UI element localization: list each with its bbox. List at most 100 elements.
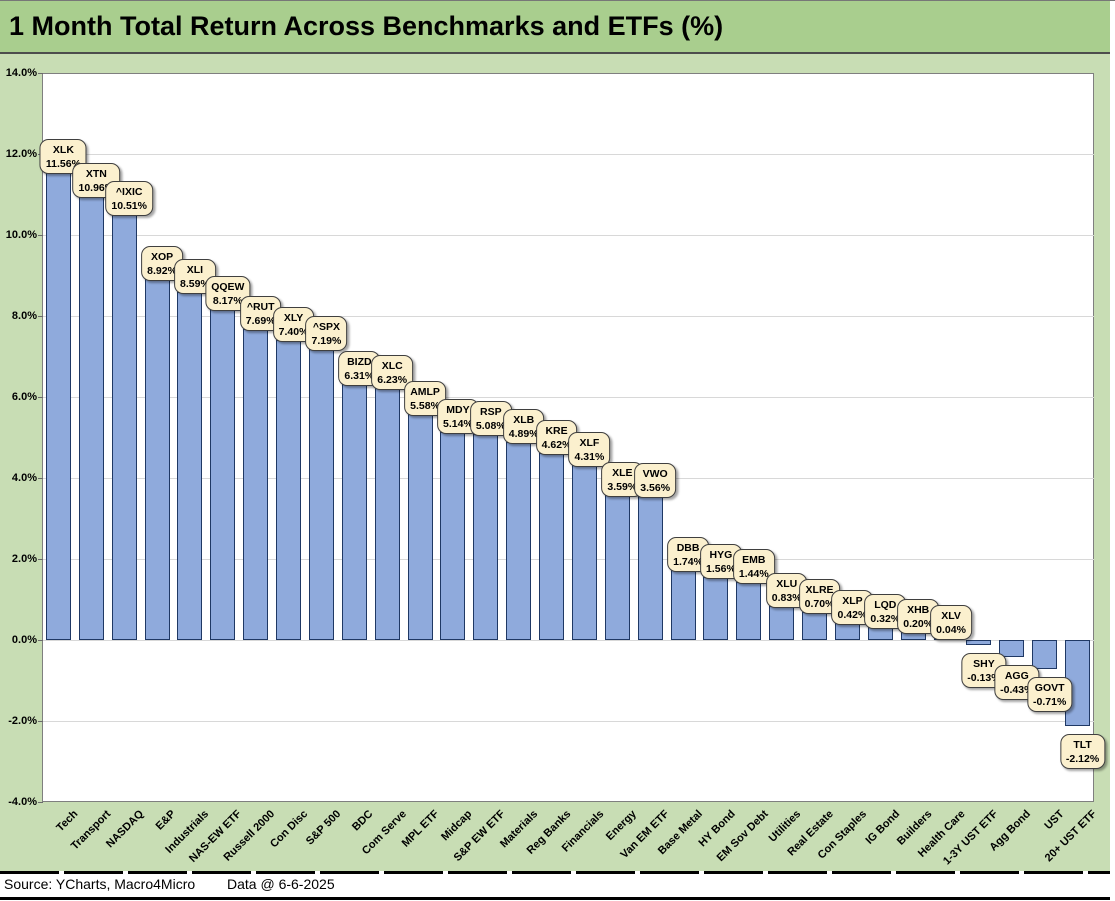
bar	[374, 387, 400, 640]
callout-value: 4.89%	[508, 427, 539, 440]
callout-value: 10.51%	[111, 200, 147, 213]
callout-ticker: DBB	[676, 541, 700, 554]
callout-ticker: XLY	[283, 312, 304, 325]
y-axis-tick	[38, 558, 43, 560]
callout-value: 0.83%	[771, 592, 802, 605]
bar	[539, 452, 565, 640]
callout-ticker: XHB	[907, 603, 930, 616]
callout-value: -0.13%	[967, 672, 1001, 685]
callout-value: 4.31%	[574, 451, 605, 464]
callout-value: 0.32%	[870, 613, 901, 626]
y-axis-label: 4.0%	[11, 472, 37, 484]
bar	[637, 495, 663, 640]
y-axis-label: 8.0%	[11, 310, 37, 322]
callout-ticker: XTN	[85, 168, 107, 181]
bar	[341, 384, 367, 640]
y-axis-label: 12.0%	[5, 148, 37, 160]
callout-ticker: XLV	[941, 610, 961, 623]
callout-ticker: AMLP	[410, 386, 440, 398]
callout-ticker: EMB	[742, 553, 766, 566]
callout-ticker: TLT	[1073, 738, 1092, 751]
bar	[736, 581, 762, 640]
callout-value: 0.70%	[804, 597, 835, 610]
gridline	[42, 153, 1094, 155]
y-axis-label: 10.0%	[5, 229, 37, 241]
bar	[276, 340, 302, 640]
callout-value: 8.59%	[180, 278, 210, 291]
data-callout: GOVT -0.71%	[1027, 676, 1073, 712]
y-axis-tick	[38, 801, 43, 803]
chart-title: 1 Month Total Return Across Benchmarks a…	[9, 11, 724, 41]
bar	[473, 434, 499, 640]
bar	[144, 278, 170, 640]
gridline	[42, 639, 1094, 641]
callout-ticker: AGG	[1004, 670, 1029, 683]
callout-ticker: XLK	[52, 143, 74, 156]
y-axis-tick	[38, 396, 43, 398]
y-axis-tick	[38, 477, 43, 479]
callout-ticker: ^SPX	[312, 320, 341, 333]
bar	[243, 328, 269, 640]
data-callout: XLF 4.31%	[568, 432, 611, 468]
callout-ticker: XLB	[513, 413, 535, 426]
bar	[440, 431, 466, 640]
gridline	[42, 558, 1094, 560]
bar	[999, 640, 1025, 658]
gridline	[42, 234, 1094, 236]
bar	[769, 606, 795, 640]
callout-value: 1.56%	[706, 562, 736, 575]
callout-ticker: XLE	[612, 466, 633, 479]
data-callout: ^SPX 7.19%	[305, 315, 348, 351]
callout-value: 10.96%	[78, 182, 115, 195]
bar	[308, 348, 334, 640]
callout-ticker: SHY	[973, 658, 995, 671]
callout-ticker: QQEW	[211, 281, 245, 294]
bar	[177, 292, 203, 640]
y-axis-label: 14.0%	[5, 67, 37, 79]
callout-value: 4.62%	[541, 438, 572, 451]
bar	[571, 465, 597, 640]
callout-ticker: XOP	[150, 250, 174, 263]
footer-source: Source: YCharts, Macro4Micro	[4, 876, 196, 892]
callout-value: 3.59%	[607, 480, 638, 493]
callout-value: -0.71%	[1033, 695, 1067, 708]
data-callout: XLI 8.59%	[174, 259, 216, 295]
data-callout: RSP 5.08%	[469, 401, 512, 437]
callout-ticker: RSP	[480, 406, 502, 419]
data-callout: XLV 0.04%	[930, 605, 972, 641]
footer-divider	[0, 871, 1110, 874]
callout-value: 6.31%	[344, 370, 375, 383]
callout-ticker: GOVT	[1034, 681, 1065, 694]
y-axis-tick	[38, 315, 43, 317]
callout-ticker: VWO	[642, 467, 668, 480]
callout-value: 11.56%	[45, 157, 81, 170]
bar	[45, 171, 71, 640]
callout-value: -0.43%	[1000, 684, 1034, 697]
callout-value: 0.20%	[903, 617, 934, 630]
callout-ticker: KRE	[545, 424, 568, 437]
footer-bar: Source: YCharts, Macro4Micro Data @ 6-6-…	[0, 871, 1110, 900]
callout-ticker: XLRE	[805, 583, 834, 596]
y-axis-label: 2.0%	[11, 553, 37, 565]
gridline	[42, 477, 1094, 479]
callout-ticker: XLF	[579, 437, 600, 450]
bar	[506, 441, 532, 640]
y-axis-tick	[38, 639, 43, 641]
y-axis-tick	[38, 234, 43, 236]
y-axis-label: 0.0%	[11, 634, 37, 646]
callout-ticker: XLU	[776, 578, 798, 591]
callout-value: 6.23%	[377, 373, 408, 386]
bar	[703, 576, 729, 640]
callout-ticker: ^RUT	[246, 300, 275, 313]
bar	[670, 569, 696, 640]
callout-value: 1.74%	[673, 555, 703, 568]
data-callout: TLT -2.12%	[1059, 733, 1106, 769]
y-axis-tick	[38, 720, 43, 722]
footer-date: Data @ 6-6-2025	[227, 876, 335, 892]
gridline	[42, 315, 1094, 317]
callout-value: 5.08%	[475, 420, 506, 433]
callout-ticker: LQD	[874, 599, 897, 612]
y-axis-label: -4.0%	[8, 796, 37, 808]
y-axis-tick	[38, 72, 43, 74]
